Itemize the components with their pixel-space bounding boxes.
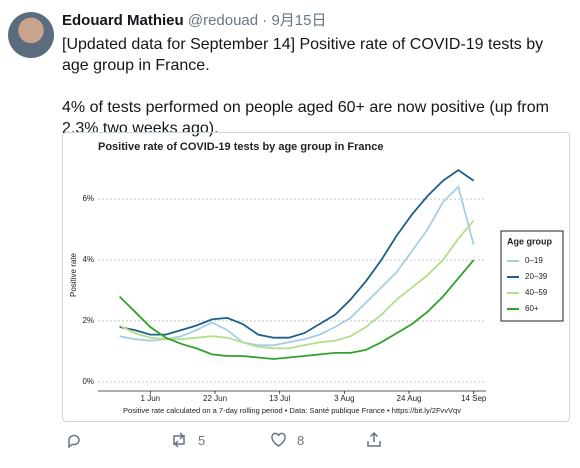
y-axis-label: Positive rate: [69, 252, 78, 297]
y-tick-label: 4%: [82, 255, 94, 264]
y-tick-label: 6%: [82, 194, 94, 203]
date[interactable]: · 9月15日: [262, 12, 327, 29]
x-tick-label: 3 Aug: [334, 394, 354, 403]
series-line: [119, 169, 475, 339]
x-tick-label: 14 Sep: [461, 394, 487, 403]
legend-label: 60+: [525, 304, 539, 313]
reply-button[interactable]: [66, 432, 82, 448]
paragraph: [Updated data for September 14] Positive…: [62, 36, 544, 74]
share-icon: [367, 432, 381, 447]
like-button[interactable]: 8: [270, 432, 304, 448]
y-tick-label: 2%: [82, 316, 94, 325]
retweet-icon: [173, 432, 185, 448]
like-count: 8: [297, 432, 305, 448]
tweet-actions: 5 8: [62, 430, 512, 454]
x-tick-label: 1 Jun: [141, 394, 161, 403]
legend-label: 40–59: [525, 288, 548, 297]
tweet-text: [Updated data for September 14] Positive…: [62, 34, 567, 160]
chart-title: Positive rate of COVID-19 tests by age g…: [98, 141, 383, 153]
tweet-header: Edouard Mathieu @redouad · 9月15日: [62, 9, 327, 30]
retweet-count: 5: [198, 432, 206, 448]
author[interactable]: Edouard Mathieu: [62, 12, 184, 29]
reply-icon: [68, 434, 80, 448]
share-button[interactable]: [366, 432, 382, 448]
caption: Positive rate calculated on a 7-day roll…: [123, 406, 461, 415]
chart-card[interactable]: Positive rate of COVID-19 tests by age g…: [62, 132, 570, 422]
series-line: [119, 219, 475, 350]
chart: Positive rate of COVID-19 tests by age g…: [69, 141, 564, 415]
legend-title: Age group: [507, 236, 552, 246]
retweet-button[interactable]: 5: [170, 432, 205, 448]
legend-label: 20–39: [525, 272, 548, 281]
x-tick-label: 24 Aug: [397, 394, 422, 403]
series-line: [119, 185, 475, 347]
like-icon: [271, 432, 286, 447]
x-tick-label: 22 Jun: [203, 394, 227, 403]
legend-label: 0–19: [525, 256, 543, 265]
series-line: [118, 259, 475, 360]
y-tick-label: 0%: [82, 377, 94, 386]
handle[interactable]: @redouad: [187, 12, 259, 29]
x-tick-label: 13 Jul: [269, 394, 291, 403]
avatar[interactable]: [8, 12, 54, 58]
